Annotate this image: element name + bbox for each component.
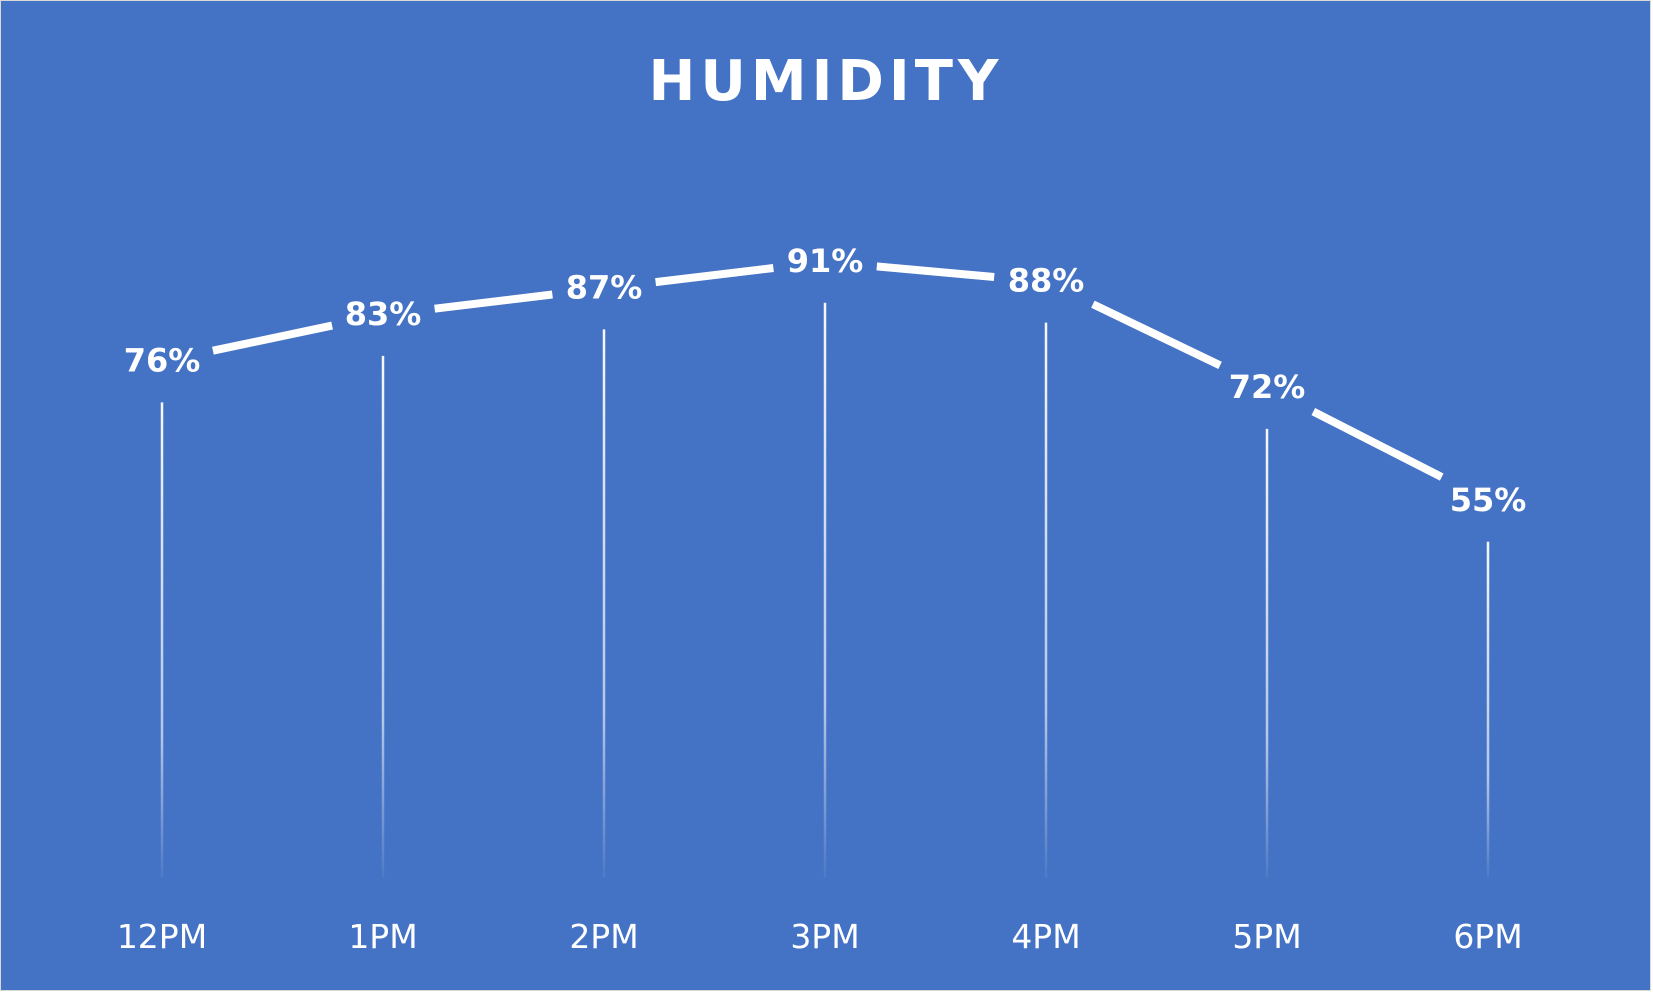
x-tick-label-2pm: 2PM: [569, 917, 638, 956]
line-segment-3: [655, 264, 774, 287]
data-label-5pm: 72%: [1229, 368, 1306, 406]
data-labels: 76% 83% 87% 91% 88% 72% 55%: [124, 242, 1527, 519]
line-segment-2: [434, 290, 553, 313]
line-segment-6: [1311, 408, 1444, 481]
x-tick-label-6pm: 6PM: [1453, 917, 1522, 956]
drop-lines: [160, 302, 1490, 879]
series-line: [212, 262, 1444, 481]
chart-title: HUMIDITY: [649, 49, 1004, 114]
x-tick-label-3pm: 3PM: [790, 917, 859, 956]
data-label-1pm: 83%: [345, 295, 422, 333]
line-segment-4: [876, 262, 995, 281]
x-tick-label-5pm: 5PM: [1232, 917, 1301, 956]
data-label-6pm: 55%: [1450, 481, 1527, 519]
data-label-2pm: 87%: [566, 268, 643, 306]
data-label-3pm: 91%: [787, 242, 864, 280]
x-axis-tick-labels: 12PM 1PM 2PM 3PM 4PM 5PM 6PM: [117, 917, 1523, 956]
x-tick-label-1pm: 1PM: [348, 917, 417, 956]
data-label-4pm: 88%: [1008, 262, 1085, 300]
x-tick-label-4pm: 4PM: [1011, 917, 1080, 956]
line-segment-5: [1091, 300, 1222, 370]
line-segment-1: [212, 321, 333, 355]
x-tick-label-12pm: 12PM: [117, 917, 207, 956]
data-label-12pm: 76%: [124, 341, 201, 379]
